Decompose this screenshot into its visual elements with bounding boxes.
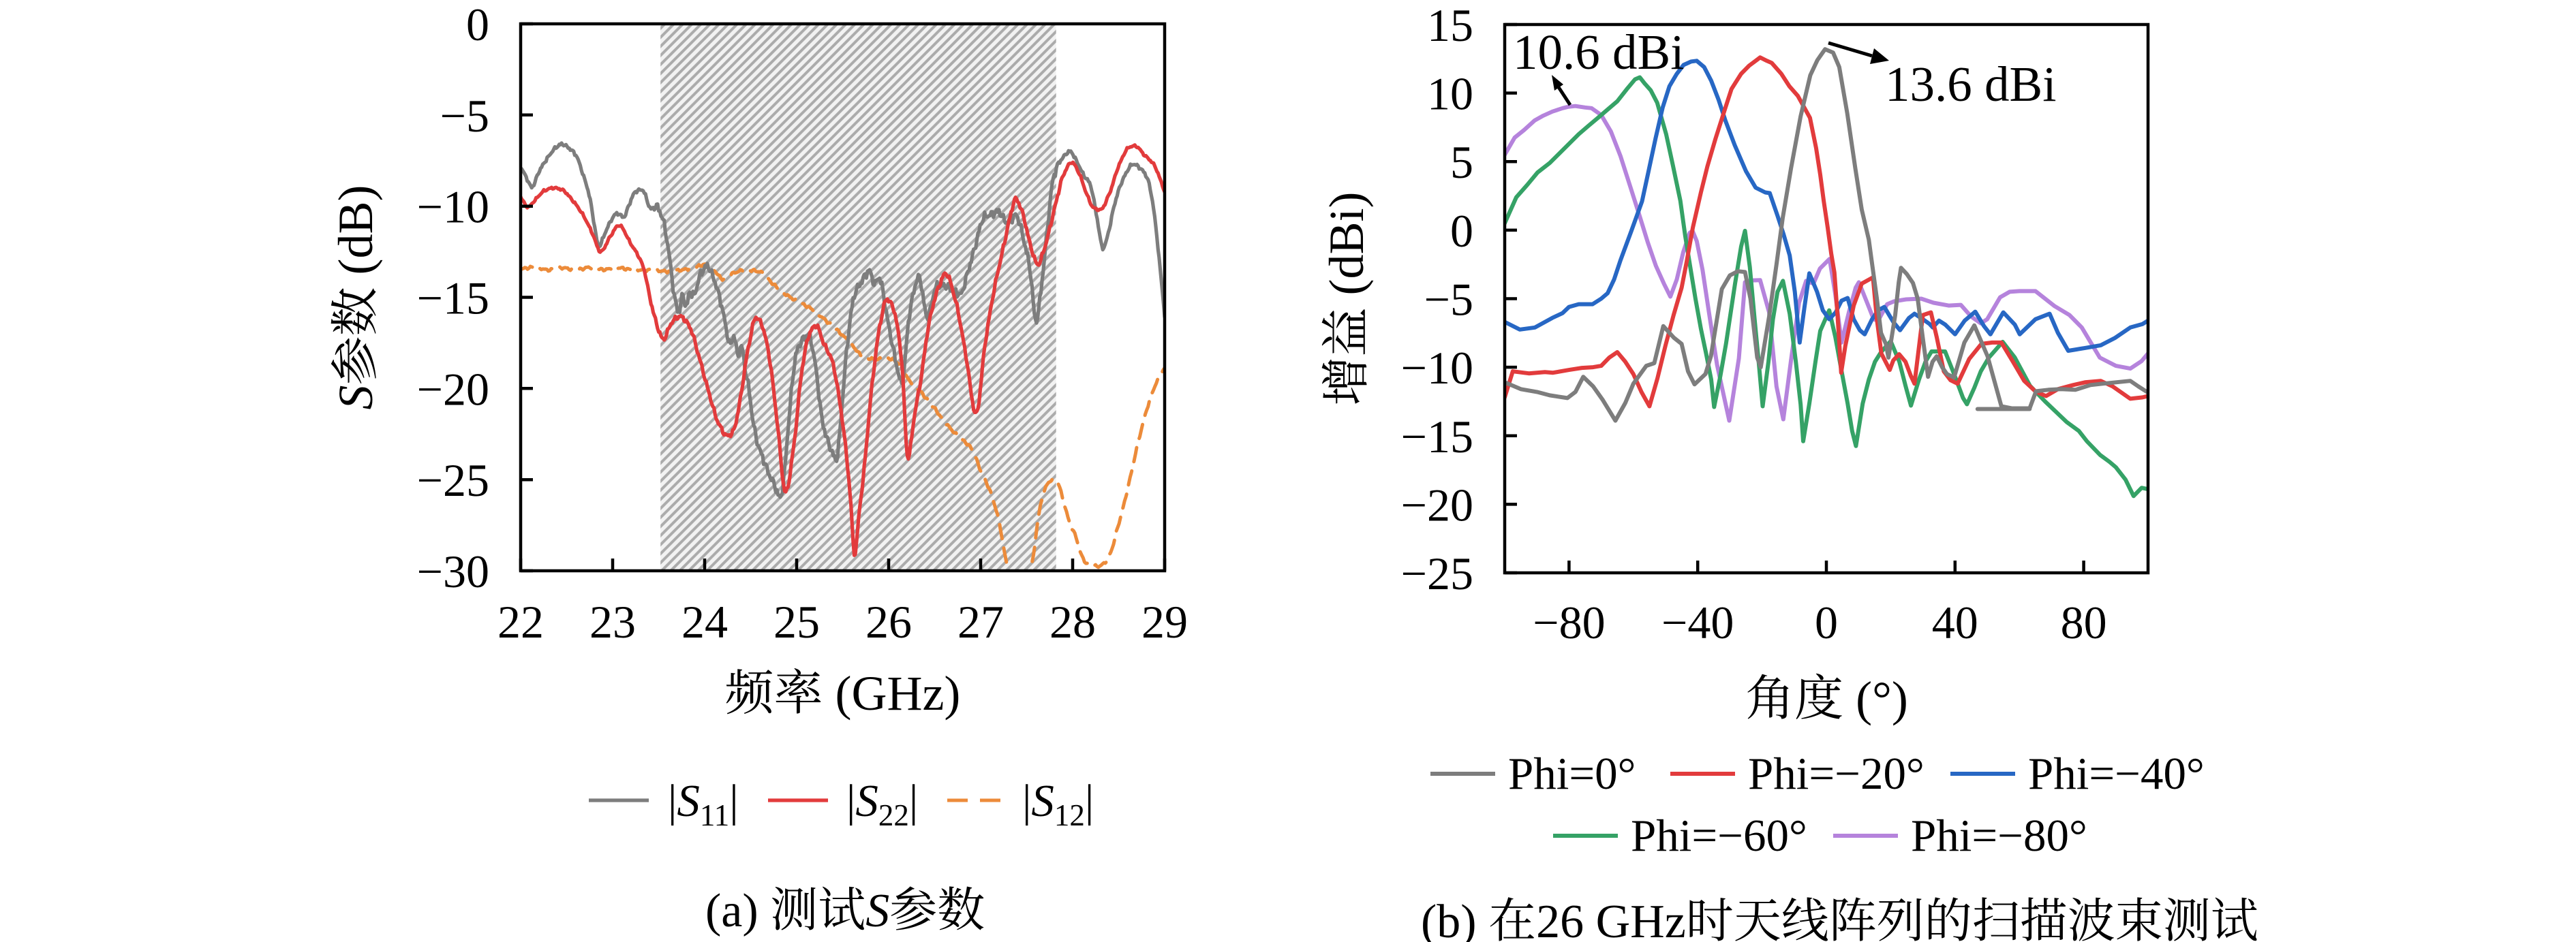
svg-text:(a): (a) — [705, 885, 770, 937]
svg-text:Phi=−40°: Phi=−40° — [2028, 749, 2205, 799]
svg-text:|S11|: |S11| — [668, 776, 739, 832]
svg-text:24: 24 — [681, 596, 728, 648]
svg-text:26 GHz: 26 GHz — [1536, 896, 1686, 942]
svg-text:26: 26 — [865, 596, 912, 648]
svg-text:23: 23 — [589, 596, 636, 648]
svg-text:5: 5 — [1450, 136, 1473, 188]
svg-text:−30: −30 — [417, 546, 489, 597]
svg-text:−80: −80 — [1533, 597, 1605, 648]
svg-text:S: S — [865, 885, 889, 937]
svg-text:15: 15 — [1427, 0, 1473, 51]
svg-text:Phi=−80°: Phi=−80° — [1911, 811, 2087, 861]
svg-text:(dB): (dB) — [328, 185, 383, 287]
svg-text:0: 0 — [1450, 205, 1473, 257]
svg-text:0: 0 — [1815, 597, 1838, 648]
svg-text:−20: −20 — [417, 363, 489, 415]
svg-text:13.6 dBi: 13.6 dBi — [1885, 57, 2056, 112]
svg-text:−10: −10 — [1401, 342, 1473, 394]
svg-text:25: 25 — [773, 596, 820, 648]
svg-text:22: 22 — [497, 596, 544, 648]
svg-text:−15: −15 — [1401, 411, 1473, 462]
svg-text:(b): (b) — [1421, 896, 1488, 942]
svg-text:−20: −20 — [1401, 479, 1473, 531]
svg-text:−15: −15 — [417, 272, 489, 324]
svg-text:−5: −5 — [440, 90, 489, 142]
svg-text:Phi=−60°: Phi=−60° — [1631, 811, 1807, 861]
svg-text:0: 0 — [466, 0, 489, 50]
svg-text:−40: −40 — [1661, 597, 1734, 648]
svg-text:27: 27 — [957, 596, 1004, 648]
svg-text:10.6 dBi: 10.6 dBi — [1513, 25, 1684, 80]
svg-text:−25: −25 — [417, 454, 489, 506]
svg-text:(GHz): (GHz) — [823, 666, 961, 721]
svg-text:(dBi): (dBi) — [1319, 192, 1374, 308]
svg-text:10: 10 — [1427, 68, 1473, 120]
svg-text:−5: −5 — [1424, 274, 1473, 326]
svg-text:Phi=0°: Phi=0° — [1508, 749, 1636, 799]
svg-text:28: 28 — [1049, 596, 1096, 648]
svg-text:40: 40 — [1932, 597, 1978, 648]
svg-text:29: 29 — [1141, 596, 1188, 648]
svg-text:Phi=−20°: Phi=−20° — [1748, 749, 1925, 799]
svg-text:−10: −10 — [417, 181, 489, 233]
svg-text:80: 80 — [2061, 597, 2107, 648]
svg-text:(°): (°) — [1843, 672, 1908, 726]
svg-text:|S22|: |S22| — [846, 776, 918, 832]
svg-text:−25: −25 — [1401, 548, 1473, 599]
svg-text:S: S — [328, 386, 383, 410]
